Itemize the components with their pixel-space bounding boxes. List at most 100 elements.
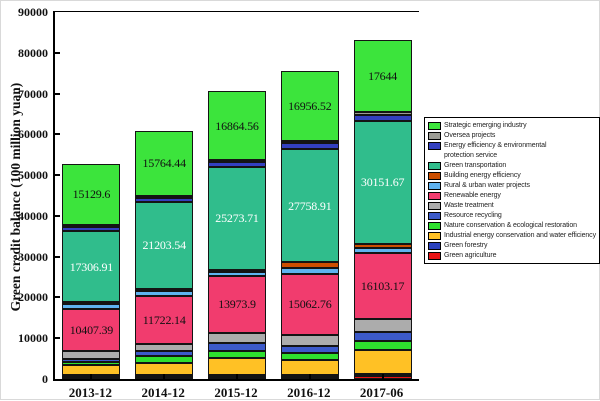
bar-segment: 30151.67 [353,120,412,244]
bar-segment [135,356,194,363]
legend-item: Green forestry [428,241,598,251]
bar-segment [62,303,121,309]
bar-value-label: 21203.54 [142,238,186,253]
y-tick-mark [55,92,60,95]
bar-segment: 16956.52 [280,71,339,141]
x-tick-label: 2016-12 [287,385,331,400]
legend-label: Resource recycling [444,212,502,219]
bar-segment: 25273.71 [208,166,266,270]
legend-item: Strategic emerging industry [428,121,598,131]
bar-2014-12: 11722.14 21203.54 15764.44 [135,131,194,379]
legend-item: Energy efficiency & environmental protec… [428,141,598,161]
legend-swatch [428,182,441,190]
bar-2016-12: 15062.76 27758.91 16956.52 [280,71,339,379]
legend-swatch [428,252,441,260]
bar-segment [280,345,339,353]
bar-segment [353,114,412,121]
legend-label: Green forestry [444,242,488,249]
bar-segment: 27758.91 [280,149,339,263]
legend-swatch [428,242,441,250]
bar-segment [62,362,121,366]
legend-item: Building energy efficiency [428,171,598,181]
bar-segment [135,195,194,198]
legend-item: Green agriculture [428,251,598,261]
bar-segment: 13973.9 [208,275,266,333]
bar-segment: 15062.76 [280,273,339,335]
bar-segment: 16864.56 [208,91,266,160]
y-tick-label: 10000 [18,331,48,346]
plot-area: 10407.39 17306.91 15129.6 11722.14 21203.54 1… [53,11,419,381]
bar-value-label: 17306.91 [69,259,114,274]
x-tick-mark [163,374,166,379]
bar-segment [135,351,194,357]
bar-segment [208,161,266,167]
y-tick-mark [55,174,60,177]
legend-swatch [428,162,441,170]
bar-value-label: 15764.44 [142,156,186,171]
legend-swatch [428,122,441,130]
bar-segment [208,332,266,344]
legend-item: Resource recycling [428,211,598,221]
bar-segment [208,159,266,162]
bar-segment [135,288,194,291]
bar-segment: 17306.91 [62,231,121,302]
legend-item: Nature conservation & ecological restora… [428,221,598,231]
bar-segment [280,360,339,375]
legend-label: Building energy efficiency [444,172,521,179]
y-tick-mark [55,51,60,54]
bar-value-label: 15129.6 [72,187,111,202]
legend-label: Energy efficiency & environmental protec… [444,142,547,159]
bar-segment [208,269,266,272]
bar-segment: 15129.6 [62,163,121,226]
bar-value-label: 27758.91 [288,198,332,213]
x-tick-mark [236,374,238,379]
bar-value-label: 15062.76 [288,297,332,312]
y-tick-label: 80000 [18,45,48,60]
legend: Strategic emerging industry Oversea proje… [424,117,600,264]
legend-label: Green agriculture [444,252,497,259]
bar-value-label: 25273.71 [215,211,259,226]
legend-label: Industrial energy conservation and water… [444,232,596,239]
bar-value-label: 16956.52 [288,99,332,114]
y-tick-mark [55,337,60,340]
bar-segment: 21203.54 [135,202,194,289]
y-tick-mark [55,214,60,217]
bar-value-label: 16103.17 [360,278,405,293]
bar-segment [353,318,412,332]
legend-item: Green transportation [428,161,598,171]
x-tick-label: 2013-12 [68,385,113,400]
bar-segment: 10407.39 [62,308,121,352]
bar-segment: 11722.14 [135,296,194,345]
y-tick-label: 30000 [18,249,48,264]
y-axis-title: Green credit balance (100 million yuan) [8,82,23,312]
bar-segment [353,350,412,375]
legend-label: Strategic emerging industry [444,122,527,129]
x-tick-label: 2015-12 [214,385,258,400]
legend-label: Rural & urban water projects [444,182,530,189]
bar-segment [280,268,339,274]
legend-item: Industrial energy conservation and water… [428,231,598,241]
legend-swatch [428,222,441,230]
bar-segment [62,227,121,232]
legend-label: Green transportation [444,162,507,169]
x-tick-mark [90,374,93,379]
bar-value-label: 30151.67 [360,175,405,190]
y-tick-label: 0 [42,372,48,386]
bar-segment: 16103.17 [353,252,412,319]
bar-value-label: 11722.14 [142,313,186,328]
y-tick-label: 60000 [18,127,48,142]
bar-value-label: 13973.9 [218,297,256,312]
bar-segment [353,247,412,253]
bar-segment [208,271,266,276]
legend-item: Rural & urban water projects [428,181,598,191]
bar-segment [280,262,339,269]
bar-segment [353,111,412,115]
bar-segment [62,301,121,304]
bar-segment [280,334,339,346]
legend-label: Waste treatment [444,202,494,209]
bar-segment [280,140,339,144]
bar-segment [135,290,194,297]
x-tick-mark [308,374,311,379]
bar-segment: 17644 [353,39,412,112]
legend-swatch [428,212,441,220]
